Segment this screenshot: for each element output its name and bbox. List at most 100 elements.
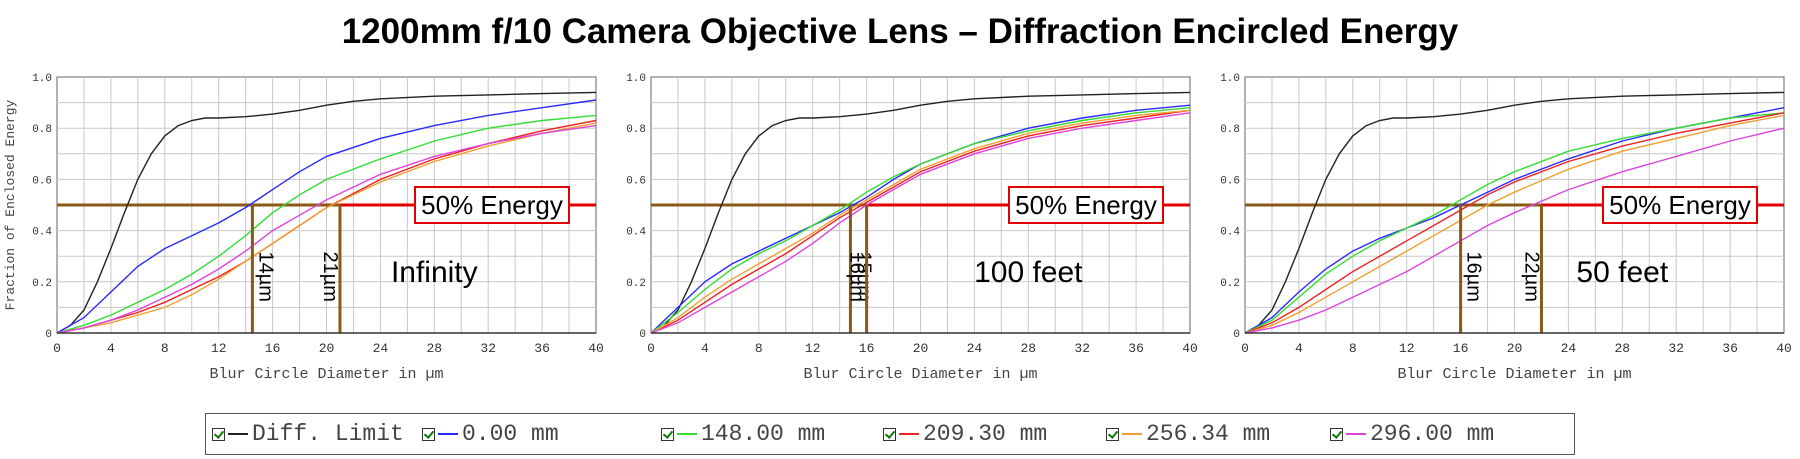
y-tick-label: 0	[639, 329, 646, 341]
x-axis-label: Blur Circle Diameter in µm	[1397, 366, 1631, 383]
x-tick-label: 20	[319, 341, 335, 356]
legend-swatch	[228, 433, 248, 435]
x-tick-label: 8	[1349, 341, 1357, 356]
series-line-148-00-mm	[1244, 112, 1785, 334]
marker-label: 16µm	[1463, 251, 1485, 301]
x-tick-label: 12	[1399, 341, 1415, 356]
legend-label: Diff. Limit	[252, 421, 404, 447]
series-line-296-00-mm	[650, 112, 1191, 334]
x-tick-label: 8	[755, 341, 763, 356]
y-tick-label: 0.8	[626, 124, 646, 136]
series-line-diff-limit	[56, 91, 597, 334]
checkbox-icon[interactable]	[422, 427, 435, 441]
x-tick-label: 28	[426, 341, 442, 356]
x-axis-label: Blur Circle Diameter in µm	[803, 366, 1037, 383]
energy-label-box	[1602, 186, 1758, 224]
legend-item[interactable]: 209.30 mm	[883, 421, 1047, 447]
checkbox-icon[interactable]	[212, 427, 225, 441]
y-tick-label: 0.6	[32, 175, 52, 187]
series-line-209-30-mm	[1244, 112, 1785, 334]
x-tick-label: 32	[1668, 341, 1684, 356]
legend-item[interactable]: 0.00 mm	[422, 421, 559, 447]
legend-swatch	[438, 433, 458, 435]
series-line-256-34-mm	[56, 122, 597, 334]
y-axis-label: Fraction of Enclosed Energy	[3, 99, 18, 310]
energy-label-box	[414, 186, 570, 224]
legend-item[interactable]: Diff. Limit	[212, 421, 404, 447]
condition-label: 100 feet	[974, 256, 1083, 289]
y-tick-label: 0.8	[32, 124, 52, 136]
series-line-148-00-mm	[56, 114, 597, 334]
marker-label: 16µm	[846, 251, 868, 301]
x-tick-label: 16	[1453, 341, 1469, 356]
legend: Diff. Limit 0.00 mm 148.00 mm 209.30 mm 256.…	[205, 413, 1575, 455]
charts-canvas: 0 4 8 12 16 20 24 28 32 36 4000.20.40.60.81.0Blur …	[3, 73, 1792, 383]
legend-item[interactable]: 148.00 mm	[661, 421, 825, 447]
x-tick-label: 36	[534, 341, 550, 356]
legend-swatch	[1122, 433, 1142, 435]
legend-item[interactable]: 256.34 mm	[1106, 421, 1270, 447]
y-tick-label: 0.2	[626, 278, 646, 290]
y-tick-label: 0.2	[32, 278, 52, 290]
y-tick-label: 0.4	[32, 227, 52, 239]
x-tick-label: 12	[805, 341, 821, 356]
series-line-296-00-mm	[1244, 127, 1785, 334]
series-line-0-00-mm	[56, 99, 597, 334]
legend-label: 148.00 mm	[701, 421, 826, 447]
x-axis-label: Blur Circle Diameter in µm	[209, 366, 443, 383]
legend-label: 209.30 mm	[923, 421, 1048, 447]
y-tick-label: 0.6	[1220, 175, 1240, 187]
y-tick-label: 0.4	[1220, 227, 1240, 239]
energy-label: 50% Energy	[1015, 190, 1157, 220]
x-tick-label: 12	[211, 341, 227, 356]
y-tick-label: 0.2	[1220, 278, 1240, 290]
condition-label: Infinity	[391, 256, 478, 289]
x-tick-label: 24	[373, 341, 389, 356]
x-tick-label: 16	[859, 341, 875, 356]
checkbox-icon[interactable]	[1106, 427, 1119, 441]
condition-label: 50 feet	[1576, 256, 1668, 289]
y-tick-label: 1.0	[1220, 73, 1240, 85]
legend-item[interactable]: 296.00 mm	[1330, 421, 1494, 447]
x-tick-label: 36	[1722, 341, 1738, 356]
checkbox-icon[interactable]	[883, 427, 896, 441]
y-tick-label: 0	[45, 329, 52, 341]
marker-label: 22µm	[1520, 251, 1542, 301]
x-tick-label: 32	[480, 341, 496, 356]
x-tick-label: 4	[107, 341, 115, 356]
x-tick-label: 36	[1128, 341, 1144, 356]
marker-label: 14µm	[254, 251, 276, 301]
checkbox-icon[interactable]	[1330, 427, 1343, 441]
legend-swatch	[677, 433, 697, 435]
series-line-256-34-mm	[650, 109, 1191, 334]
x-tick-label: 32	[1074, 341, 1090, 356]
x-tick-label: 4	[701, 341, 709, 356]
series-line-diff-limit	[1244, 91, 1785, 334]
x-tick-label: 16	[265, 341, 281, 356]
series-line-148-00-mm	[650, 107, 1191, 334]
x-tick-label: 20	[913, 341, 929, 356]
energy-label: 50% Energy	[1609, 190, 1751, 220]
x-tick-label: 20	[1507, 341, 1523, 356]
x-tick-label: 8	[161, 341, 169, 356]
x-tick-label: 24	[967, 341, 983, 356]
legend-label: 256.34 mm	[1146, 421, 1271, 447]
series-line-0-00-mm	[650, 104, 1191, 334]
series-line-diff-limit	[650, 91, 1191, 334]
x-tick-label: 40	[1182, 341, 1198, 356]
legend-label: 296.00 mm	[1370, 421, 1495, 447]
marker-label: 15µm	[852, 251, 874, 301]
y-tick-label: 0	[1233, 329, 1240, 341]
x-tick-label: 28	[1020, 341, 1036, 356]
x-tick-label: 0	[1241, 341, 1249, 356]
x-tick-label: 28	[1614, 341, 1630, 356]
series-line-0-00-mm	[1244, 107, 1785, 334]
chart-title: 1200mm f/10 Camera Objective Lens – Diff…	[341, 12, 1459, 51]
series-line-209-30-mm	[650, 109, 1191, 334]
series-line-256-34-mm	[1244, 114, 1785, 334]
y-tick-label: 0.4	[626, 227, 646, 239]
checkbox-icon[interactable]	[661, 427, 674, 441]
legend-swatch	[1346, 433, 1366, 435]
x-tick-label: 0	[647, 341, 655, 356]
x-tick-label: 40	[588, 341, 604, 356]
